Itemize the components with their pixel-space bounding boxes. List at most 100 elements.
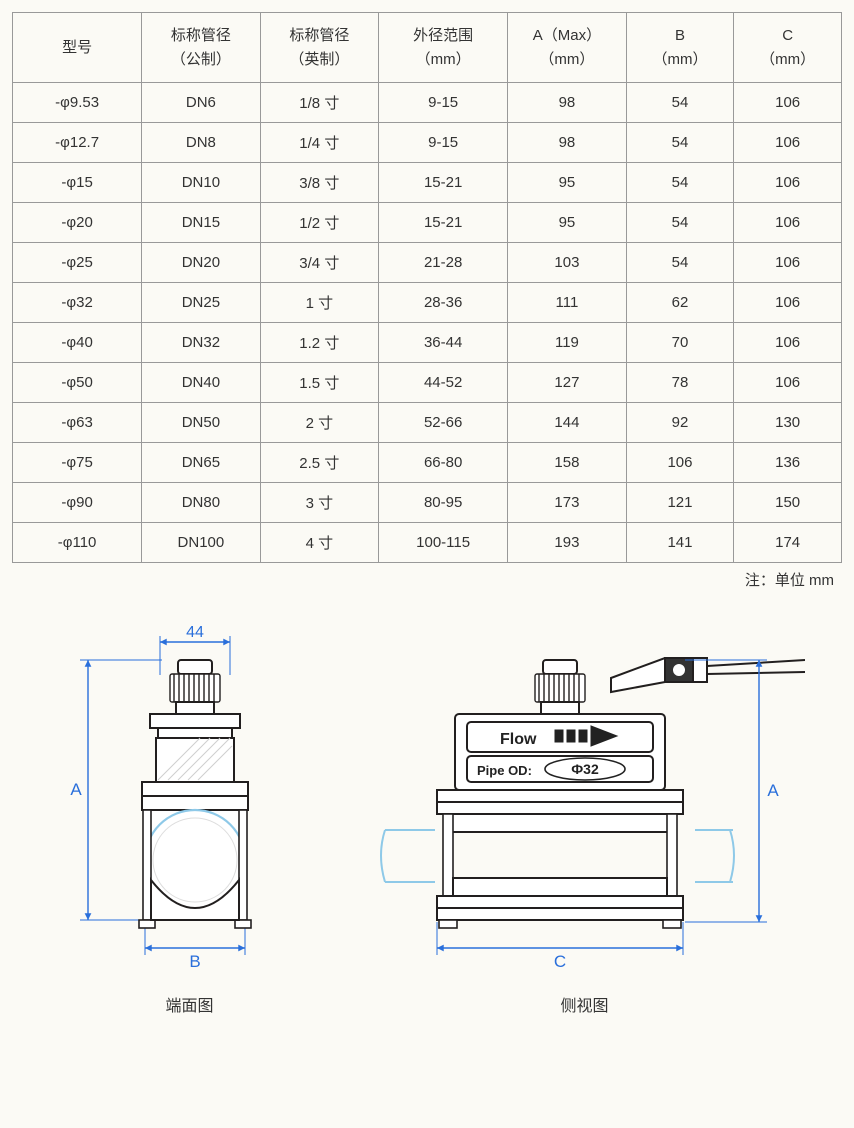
cell-model: -φ25 <box>13 243 142 283</box>
cell-imperial: 1.5 寸 <box>260 363 378 403</box>
cell-model: -φ63 <box>13 403 142 443</box>
cell-a: 98 <box>508 123 626 163</box>
header-a: A（Max） （mm） <box>508 13 626 83</box>
header-metric: 标称管径 （公制） <box>142 13 260 83</box>
cell-model: -φ12.7 <box>13 123 142 163</box>
cell-a: 193 <box>508 523 626 563</box>
cell-a: 173 <box>508 483 626 523</box>
cell-od: 100-115 <box>379 523 508 563</box>
cell-imperial: 3/4 寸 <box>260 243 378 283</box>
unit-note: 注：单位 mm <box>12 569 842 590</box>
table-row: -φ32DN251 寸28-3611162106 <box>13 283 842 323</box>
side-diagram: Flow Pipe OD: Ф32 <box>365 620 805 980</box>
cell-a: 119 <box>508 323 626 363</box>
cell-imperial: 1/4 寸 <box>260 123 378 163</box>
cell-model: -φ75 <box>13 443 142 483</box>
spec-table: 型号 标称管径 （公制） 标称管径 （英制） 外径范围 （mm） A（Max） … <box>12 12 842 563</box>
pipe-label: Pipe OD: <box>477 763 532 778</box>
cell-model: -φ9.53 <box>13 83 142 123</box>
table-row: -φ12.7DN81/4 寸9-159854106 <box>13 123 842 163</box>
cell-b: 54 <box>626 203 734 243</box>
cell-imperial: 1/2 寸 <box>260 203 378 243</box>
cell-b: 54 <box>626 123 734 163</box>
table-row: -φ75DN652.5 寸66-80158106136 <box>13 443 842 483</box>
table-row: -φ9.53DN61/8 寸9-159854106 <box>13 83 842 123</box>
table-header-row: 型号 标称管径 （公制） 标称管径 （英制） 外径范围 （mm） A（Max） … <box>13 13 842 83</box>
cell-od: 15-21 <box>379 203 508 243</box>
cell-b: 121 <box>626 483 734 523</box>
cell-od: 28-36 <box>379 283 508 323</box>
cell-od: 80-95 <box>379 483 508 523</box>
cell-model: -φ32 <box>13 283 142 323</box>
cell-imperial: 4 寸 <box>260 523 378 563</box>
cell-b: 70 <box>626 323 734 363</box>
cell-metric: DN6 <box>142 83 260 123</box>
cell-c: 106 <box>734 83 842 123</box>
cell-imperial: 1/8 寸 <box>260 83 378 123</box>
cell-metric: DN80 <box>142 483 260 523</box>
header-b: B （mm） <box>626 13 734 83</box>
cell-a: 127 <box>508 363 626 403</box>
cell-metric: DN20 <box>142 243 260 283</box>
cell-metric: DN32 <box>142 323 260 363</box>
cell-c: 150 <box>734 483 842 523</box>
cell-od: 44-52 <box>379 363 508 403</box>
cell-metric: DN100 <box>142 523 260 563</box>
table-row: -φ20DN151/2 寸15-219554106 <box>13 203 842 243</box>
cell-b: 141 <box>626 523 734 563</box>
cell-b: 54 <box>626 163 734 203</box>
side-caption: 侧视图 <box>560 992 608 1016</box>
dim-44-label: 44 <box>186 624 204 641</box>
cell-od: 9-15 <box>379 123 508 163</box>
cell-od: 21-28 <box>379 243 508 283</box>
cell-od: 52-66 <box>379 403 508 443</box>
flow-text: Flow <box>500 731 537 748</box>
cell-imperial: 2.5 寸 <box>260 443 378 483</box>
cell-imperial: 2 寸 <box>260 403 378 443</box>
cell-b: 54 <box>626 243 734 283</box>
table-row: -φ50DN401.5 寸44-5212778106 <box>13 363 842 403</box>
cell-b: 106 <box>626 443 734 483</box>
cell-a: 111 <box>508 283 626 323</box>
cell-c: 136 <box>734 443 842 483</box>
header-od-l2: （mm） <box>383 48 503 72</box>
header-a-l1: A（Max） <box>512 24 621 48</box>
front-caption: 端面图 <box>165 992 213 1016</box>
pipe-diam: Ф32 <box>571 761 599 777</box>
front-diagram: 44 A B <box>50 620 330 980</box>
cell-metric: DN50 <box>142 403 260 443</box>
cell-a: 95 <box>508 203 626 243</box>
cell-b: 54 <box>626 83 734 123</box>
header-c-l1: C <box>738 24 837 48</box>
cell-c: 106 <box>734 323 842 363</box>
header-b-l2: （mm） <box>631 48 730 72</box>
cell-c: 106 <box>734 243 842 283</box>
dim-b-label: B <box>189 952 200 971</box>
cell-c: 106 <box>734 283 842 323</box>
diagrams-container: 44 A B <box>12 620 842 1016</box>
header-od: 外径范围 （mm） <box>379 13 508 83</box>
header-imperial-l2: （英制） <box>265 48 374 72</box>
cell-metric: DN15 <box>142 203 260 243</box>
dim-a-label: A <box>70 780 82 799</box>
cell-od: 66-80 <box>379 443 508 483</box>
table-row: -φ40DN321.2 寸36-4411970106 <box>13 323 842 363</box>
cell-model: -φ90 <box>13 483 142 523</box>
cell-imperial: 1.2 寸 <box>260 323 378 363</box>
header-od-l1: 外径范围 <box>383 24 503 48</box>
table-row: -φ90DN803 寸80-95173121150 <box>13 483 842 523</box>
header-model-l1: 型号 <box>17 36 137 60</box>
cell-b: 78 <box>626 363 734 403</box>
front-diagram-block: 44 A B <box>50 620 330 1016</box>
cell-model: -φ50 <box>13 363 142 403</box>
header-model: 型号 <box>13 13 142 83</box>
table-row: -φ63DN502 寸52-6614492130 <box>13 403 842 443</box>
cell-b: 92 <box>626 403 734 443</box>
header-imperial-l1: 标称管径 <box>265 24 374 48</box>
side-dim-a: A <box>767 781 779 800</box>
cell-a: 103 <box>508 243 626 283</box>
cell-metric: DN40 <box>142 363 260 403</box>
cell-od: 15-21 <box>379 163 508 203</box>
cell-model: -φ110 <box>13 523 142 563</box>
cell-metric: DN25 <box>142 283 260 323</box>
